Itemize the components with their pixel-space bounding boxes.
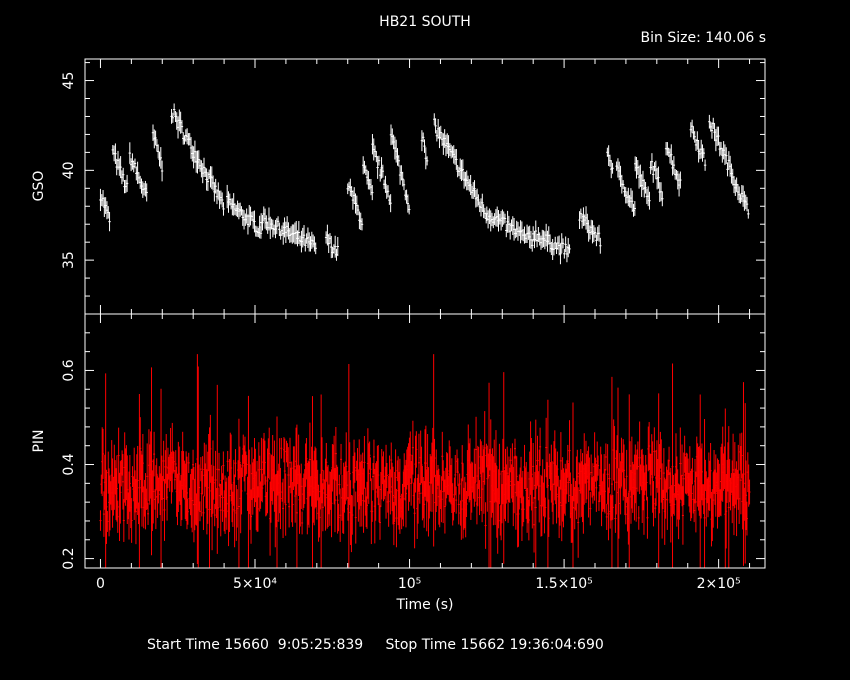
bin-size-label: Bin Size: 140.06 s xyxy=(640,30,766,46)
stop-time: Stop Time 15662 19:36:04:690 xyxy=(385,637,604,653)
gso-panel: 35 40 45 GSO xyxy=(31,58,766,315)
pin-panel: 0.2 0.4 0.6 0 5×10⁴ 10⁵ 1.5×10⁵ 2×10⁵ PIN xyxy=(31,313,766,592)
pin-series xyxy=(99,354,751,568)
gso-ticks: 35 40 45 xyxy=(61,59,765,315)
pin-axis-label: PIN xyxy=(31,429,47,452)
pin-y-tick-label: 0.2 xyxy=(61,547,77,569)
start-time: Start Time 15660 9:05:25:839 xyxy=(147,637,364,653)
x-tick-label: 2×10⁵ xyxy=(697,576,741,592)
x-tick-label: 0 xyxy=(96,576,105,592)
x-tick-label: 1.5×10⁵ xyxy=(535,576,592,592)
x-axis-label: Time (s) xyxy=(396,597,454,613)
gso-axis-label: GSO xyxy=(31,171,47,202)
pin-ticks: 0.2 0.4 0.6 0 5×10⁴ 10⁵ 1.5×10⁵ 2×10⁵ xyxy=(61,314,765,592)
time-range-footer: Start Time 15660 9:05:25:839 Stop Time 1… xyxy=(147,637,604,653)
gso-series xyxy=(99,103,750,265)
pin-y-tick-label: 0.4 xyxy=(61,453,77,475)
pin-y-tick-label: 0.6 xyxy=(61,359,77,381)
gso-frame xyxy=(84,58,766,315)
pin-frame xyxy=(84,313,766,569)
gso-y-tick-label: 35 xyxy=(61,251,77,269)
x-tick-label: 10⁵ xyxy=(398,576,421,592)
x-tick-label: 5×10⁴ xyxy=(233,576,277,592)
gso-y-tick-label: 45 xyxy=(61,72,77,90)
chart-title: HB21 SOUTH xyxy=(379,14,471,30)
gso-y-tick-label: 40 xyxy=(61,161,77,179)
